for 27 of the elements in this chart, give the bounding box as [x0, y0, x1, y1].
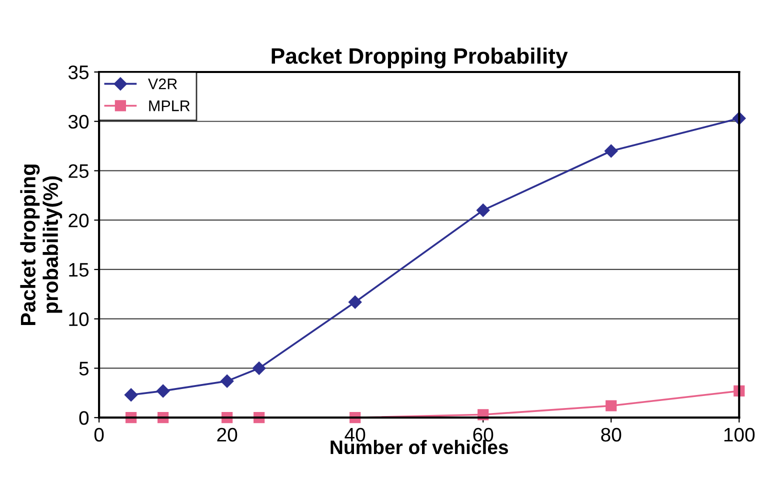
legend-label: MPLR	[149, 100, 190, 112]
point	[252, 362, 266, 375]
x-tick-label: 40	[344, 428, 366, 442]
x-tick-label: 80	[601, 428, 622, 442]
chart-title: Packet Dropping Probability	[272, 48, 568, 68]
point	[156, 384, 170, 398]
point	[476, 204, 490, 217]
point	[606, 400, 617, 412]
y-tick-label: 10	[69, 312, 89, 326]
legend-label: V2R	[148, 78, 177, 90]
point	[220, 374, 234, 388]
point	[604, 144, 618, 158]
x-tick-label: 100	[724, 428, 755, 442]
y-tick-label: 25	[68, 164, 89, 178]
x-tick-label: 0	[94, 428, 104, 442]
y-tick-label: 35	[68, 65, 89, 80]
y-tick-label: 0	[79, 411, 89, 425]
x-tick-label: 60	[473, 428, 494, 442]
y-tick-label: 30	[68, 114, 89, 129]
point	[348, 295, 362, 309]
y-axis-title: Packet dropping probability(%)	[20, 164, 62, 326]
point	[124, 388, 138, 402]
y-tick-label: 15	[69, 263, 89, 277]
x-tick-label: 20	[217, 428, 238, 442]
y-tick-label: 5	[79, 362, 89, 376]
y-tick-label: 20	[68, 214, 89, 228]
x-axis-title: Number of vehicles	[330, 440, 508, 454]
